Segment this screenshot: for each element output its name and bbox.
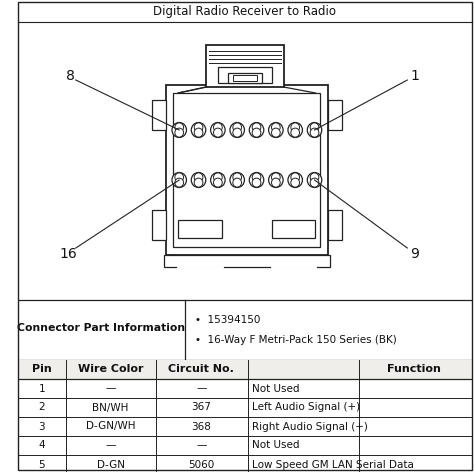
Text: Wire Color: Wire Color: [78, 364, 143, 374]
Circle shape: [194, 128, 203, 137]
Circle shape: [249, 172, 264, 187]
Circle shape: [213, 173, 222, 182]
Bar: [173, 93, 320, 247]
Circle shape: [210, 172, 225, 187]
Text: 1: 1: [410, 69, 419, 83]
Circle shape: [194, 173, 203, 182]
Text: —: —: [105, 440, 116, 450]
Text: 1: 1: [39, 383, 46, 394]
Text: 2: 2: [39, 403, 46, 413]
Bar: [272, 220, 316, 238]
Text: Function: Function: [387, 364, 441, 374]
Text: 9: 9: [410, 247, 419, 261]
Circle shape: [230, 172, 245, 187]
Text: BN/WH: BN/WH: [92, 403, 129, 413]
Text: D-GN: D-GN: [97, 460, 125, 470]
Circle shape: [252, 173, 261, 182]
Circle shape: [252, 123, 261, 132]
Text: 5: 5: [39, 460, 46, 470]
Circle shape: [172, 123, 186, 137]
Circle shape: [288, 172, 302, 187]
Bar: [164, 255, 330, 267]
Circle shape: [310, 123, 319, 132]
Text: 16: 16: [59, 247, 77, 261]
Circle shape: [213, 178, 222, 187]
Circle shape: [175, 123, 183, 132]
Text: •  15394150: • 15394150: [195, 315, 260, 325]
Bar: [152, 210, 166, 240]
Circle shape: [194, 178, 203, 187]
Text: 3: 3: [39, 421, 46, 431]
Circle shape: [272, 123, 280, 132]
Circle shape: [291, 173, 300, 182]
Circle shape: [272, 178, 280, 187]
Text: Right Audio Signal (+): Right Audio Signal (+): [252, 421, 367, 431]
Circle shape: [269, 172, 283, 187]
Circle shape: [191, 172, 206, 187]
Text: D-GN/WH: D-GN/WH: [86, 421, 136, 431]
Circle shape: [310, 178, 319, 187]
Circle shape: [272, 173, 280, 182]
Circle shape: [252, 178, 261, 187]
Bar: [178, 220, 222, 238]
Circle shape: [172, 172, 186, 187]
Circle shape: [175, 128, 183, 137]
Bar: [206, 45, 283, 87]
Circle shape: [269, 123, 283, 137]
Text: Pin: Pin: [32, 364, 52, 374]
Text: 5060: 5060: [188, 460, 215, 470]
Bar: [328, 210, 342, 240]
Circle shape: [233, 178, 242, 187]
Bar: [19, 23, 471, 299]
Text: Connector Part Information: Connector Part Information: [17, 323, 185, 333]
Text: Digital Radio Receiver to Radio: Digital Radio Receiver to Radio: [154, 6, 337, 18]
Circle shape: [191, 123, 206, 137]
Circle shape: [307, 172, 322, 187]
Circle shape: [213, 128, 222, 137]
Bar: [328, 100, 342, 130]
Circle shape: [194, 123, 203, 132]
Circle shape: [252, 128, 261, 137]
Bar: [233, 75, 256, 81]
Text: Not Used: Not Used: [252, 440, 299, 450]
Circle shape: [272, 128, 280, 137]
Circle shape: [291, 123, 300, 132]
Circle shape: [310, 128, 319, 137]
Bar: [152, 100, 166, 130]
Circle shape: [288, 123, 302, 137]
Text: •  16-Way F Metri-Pack 150 Series (BK): • 16-Way F Metri-Pack 150 Series (BK): [195, 335, 396, 345]
Bar: [19, 360, 472, 379]
Text: Not Used: Not Used: [252, 383, 299, 394]
Circle shape: [230, 123, 245, 137]
Text: Left Audio Signal (+): Left Audio Signal (+): [252, 403, 360, 413]
Circle shape: [291, 128, 300, 137]
Circle shape: [307, 123, 322, 137]
Circle shape: [175, 178, 183, 187]
Text: —: —: [105, 383, 116, 394]
Text: 8: 8: [65, 69, 74, 83]
Circle shape: [310, 173, 319, 182]
Bar: [228, 73, 262, 83]
Circle shape: [213, 123, 222, 132]
Text: 368: 368: [191, 421, 211, 431]
Circle shape: [175, 173, 183, 182]
Bar: [218, 67, 272, 83]
Text: 367: 367: [191, 403, 211, 413]
Circle shape: [233, 128, 242, 137]
Circle shape: [233, 123, 242, 132]
Circle shape: [210, 123, 225, 137]
Text: —: —: [196, 440, 207, 450]
Circle shape: [291, 178, 300, 187]
Circle shape: [249, 123, 264, 137]
Text: Low Speed GM LAN Serial Data: Low Speed GM LAN Serial Data: [252, 460, 414, 470]
Text: —: —: [196, 383, 207, 394]
Bar: [166, 85, 328, 255]
Circle shape: [233, 173, 242, 182]
Text: 4: 4: [39, 440, 46, 450]
Text: Circuit No.: Circuit No.: [168, 364, 234, 374]
